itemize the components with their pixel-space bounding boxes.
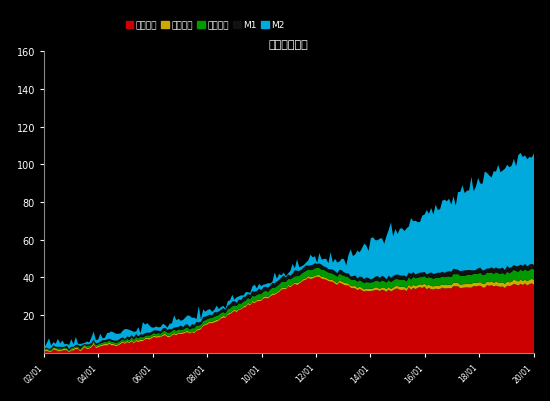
Legend: 企业存款, 财政存款, 居民存款, M1, M2: 企业存款, 财政存款, 居民存款, M1, M2 (122, 18, 288, 34)
Title: 单位：万亿元: 单位：万亿元 (269, 40, 309, 50)
